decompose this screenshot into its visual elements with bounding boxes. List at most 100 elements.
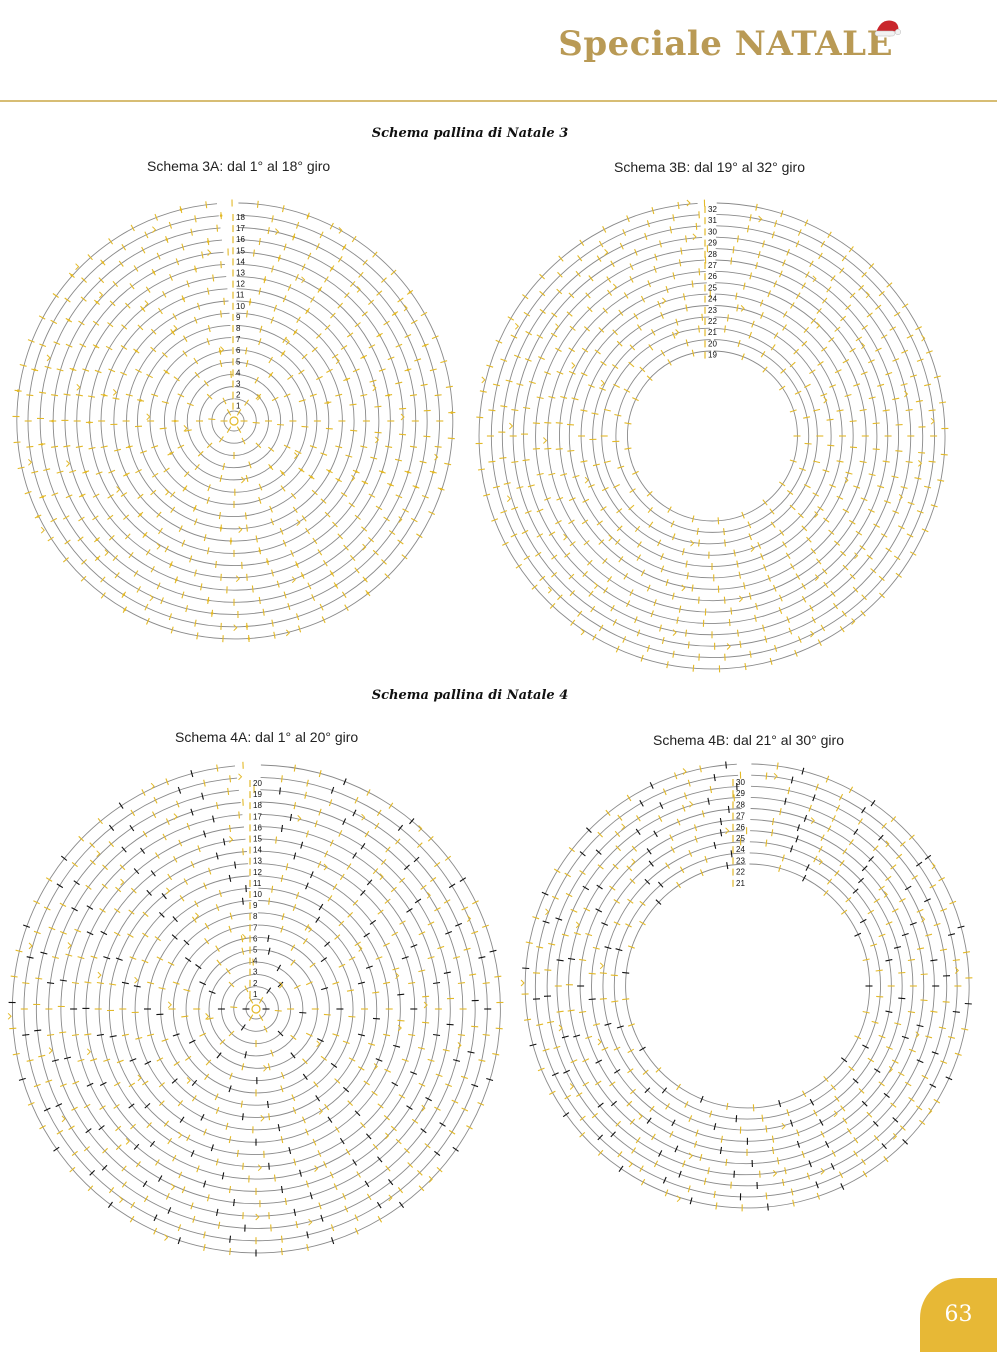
stitch-mark <box>190 1150 195 1157</box>
stitch-mark <box>760 553 764 561</box>
stitch-mark <box>108 469 116 474</box>
stitch-mark <box>816 1192 821 1200</box>
stitch-mark <box>924 383 932 387</box>
stitch-mark <box>572 474 580 479</box>
round-number-label: 9 <box>236 313 241 322</box>
stitch-mark <box>692 664 695 672</box>
round-number-label: 9 <box>253 901 258 910</box>
stitch-mark <box>605 809 611 816</box>
stitch-mark <box>823 1075 829 1083</box>
stitch-mark <box>907 501 915 506</box>
stitch-mark <box>241 897 244 905</box>
stitch-mark <box>258 1014 264 1021</box>
increase-mark <box>75 263 80 271</box>
stitch-mark <box>304 924 310 931</box>
stitch-mark <box>77 956 85 960</box>
stitch-mark <box>515 563 523 569</box>
stitch-mark <box>13 441 21 444</box>
stitch-mark <box>571 397 579 401</box>
stitch-mark <box>71 1106 78 1111</box>
stitch-mark <box>616 1025 624 1029</box>
stitch-mark <box>536 508 544 513</box>
stitch-mark <box>145 286 151 293</box>
stitch-mark <box>354 514 361 520</box>
stitch-mark <box>186 822 191 830</box>
stitch-mark <box>215 945 220 952</box>
stitch-mark <box>522 459 530 462</box>
stitch-mark <box>81 277 87 283</box>
stitch-mark <box>327 895 333 902</box>
stitch-mark <box>699 765 702 773</box>
round-ring <box>16 202 454 640</box>
stitch-mark <box>660 553 664 561</box>
stitch-mark <box>829 484 837 488</box>
stitch-mark <box>78 516 85 522</box>
stitch-mark <box>901 303 909 309</box>
stitch-mark <box>444 855 452 861</box>
stitch-mark <box>319 231 324 239</box>
stitch-mark <box>255 442 262 449</box>
stitch-mark <box>256 200 259 208</box>
stitch-mark <box>343 778 347 786</box>
increase-mark <box>397 1024 402 1032</box>
stitch-mark <box>271 885 274 893</box>
stitch-mark <box>806 1172 811 1180</box>
round-ring <box>556 796 935 1176</box>
stitch-mark <box>649 782 654 789</box>
stitch-mark <box>156 582 161 590</box>
increase-mark <box>308 925 313 933</box>
increase-mark <box>816 322 821 329</box>
stitch-dot <box>152 270 155 274</box>
stitch-mark <box>640 654 644 662</box>
stitch-mark <box>885 1046 893 1050</box>
stitch-mark <box>142 830 148 838</box>
stitch-mark <box>144 1060 152 1065</box>
stitch-mark <box>695 222 698 230</box>
stitch-mark <box>277 1124 281 1132</box>
stitch-mark <box>644 232 648 240</box>
stitch-mark <box>647 507 653 514</box>
stitch-mark <box>659 240 662 248</box>
stitch-mark <box>352 852 357 859</box>
stitch-mark <box>98 277 105 284</box>
stitch-mark <box>135 469 142 474</box>
increase-mark <box>628 1160 633 1168</box>
stitch-mark <box>434 1150 441 1157</box>
stitch-mark <box>194 900 199 908</box>
round-ring <box>613 852 881 1120</box>
stitch-mark <box>870 568 877 574</box>
stitch-mark <box>471 1083 479 1088</box>
stitch-mark <box>940 908 948 912</box>
stitch-mark <box>181 243 185 251</box>
increase-mark <box>125 1138 130 1145</box>
stitch-mark <box>715 1202 718 1210</box>
increase-mark <box>584 476 589 484</box>
stitch-mark <box>640 295 646 303</box>
stitch-mark <box>582 1058 590 1063</box>
stitch-mark <box>273 631 276 639</box>
stitch-mark <box>228 981 235 988</box>
stitch-mark <box>820 393 828 397</box>
stitch-mark <box>626 794 632 802</box>
stitch-mark <box>659 802 664 809</box>
round-number-label: 15 <box>253 835 262 844</box>
stitch-mark <box>321 987 329 991</box>
stitch-mark <box>771 1146 775 1154</box>
stitch-mark <box>161 893 167 900</box>
stitch-mark <box>875 969 883 972</box>
stitch-mark <box>780 368 787 374</box>
stitch-mark <box>417 1170 423 1176</box>
stitch-mark <box>627 1068 634 1074</box>
stitch-mark <box>696 527 699 535</box>
stitch-mark <box>101 1164 108 1171</box>
stitch-mark <box>337 533 344 540</box>
stitch-mark <box>536 1023 544 1026</box>
stitch-mark <box>271 215 274 223</box>
stitch-mark <box>172 916 178 923</box>
stitch-mark <box>644 1087 651 1094</box>
round-number-label: 25 <box>708 283 717 292</box>
stitch-mark <box>583 907 591 912</box>
stitch-mark <box>294 984 301 989</box>
stitch-mark <box>133 985 141 988</box>
stitch-mark <box>779 808 782 816</box>
